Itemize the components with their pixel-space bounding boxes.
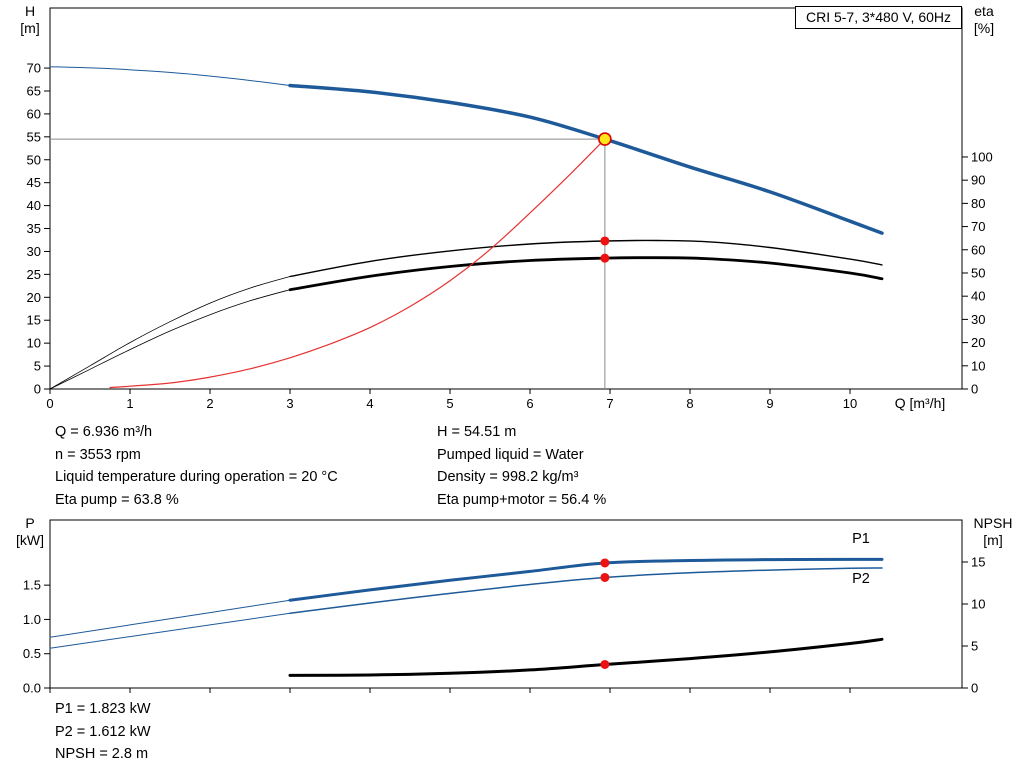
left-tick-label: 0.0 xyxy=(23,681,41,696)
right-tick-label: 5 xyxy=(971,639,978,654)
p2-curve-label: P2 xyxy=(852,571,870,587)
qh-eta-chart: 0 1 2 3 4 5 6 7 8 9 100510152025303540455055606570… xyxy=(20,3,994,411)
left-tick-label: 45 xyxy=(27,175,41,190)
right-tick-label: 0 xyxy=(971,681,978,696)
left-axis-label: P xyxy=(25,515,34,531)
right-axis-label: NPSH xyxy=(974,515,1013,531)
power-info: P1 = 1.823 kW P2 = 1.612 kW NPSH = 2.8 m xyxy=(55,698,151,766)
power-npsh-chart: 0.0 0.5 1.0 1.5 0 5 10 15 P[kW] NPSH[m] P1 P2 xyxy=(16,515,1013,696)
eta-pump-extension xyxy=(49,276,291,390)
left-tick-label: 40 xyxy=(27,198,41,213)
left-tick-label: 0.5 xyxy=(23,646,41,661)
p1-curve-label: P1 xyxy=(852,531,870,547)
left-tick-label: 30 xyxy=(27,244,41,259)
pump-title-box: CRI 5-7, 3*480 V, 60Hz xyxy=(794,6,962,29)
right-tick-label: 20 xyxy=(971,335,985,350)
eta-pump-point xyxy=(600,236,610,246)
left-axis-label: [kW] xyxy=(16,532,44,548)
x-tick-label: 3 xyxy=(286,396,293,411)
right-tick-label: 30 xyxy=(971,312,985,327)
right-tick-label: 70 xyxy=(971,219,985,234)
left-tick-label: 20 xyxy=(27,290,41,305)
x-tick-label: 2 xyxy=(206,396,213,411)
duty-n-text: n = 3553 rpm xyxy=(55,446,141,463)
eta-pump-curve xyxy=(289,239,883,278)
right-tick-label: 80 xyxy=(971,196,985,211)
left-tick-label: 10 xyxy=(27,336,41,351)
duty-p1-text: P1 = 1.823 kW xyxy=(55,701,151,717)
x-tick-label: 7 xyxy=(606,396,613,411)
x-tick-label: 8 xyxy=(686,396,693,411)
right-tick-label: 100 xyxy=(971,149,993,164)
duty-h-text: H = 54.51 m xyxy=(437,424,517,440)
duty-point xyxy=(598,132,612,146)
p2-extension xyxy=(49,612,291,649)
p2-curve xyxy=(289,567,883,615)
duty-p2-text: P2 = 1.612 kW xyxy=(55,723,151,740)
p1-extension xyxy=(49,599,291,638)
x-tick-label: 6 xyxy=(526,396,533,411)
x-tick-label: 1 xyxy=(126,396,133,411)
x-tick-label: 4 xyxy=(366,396,373,411)
p1-curve xyxy=(288,557,884,602)
npsh-point xyxy=(600,659,610,669)
left-tick-label: 60 xyxy=(27,106,41,121)
duty-liquid-text: Pumped liquid = Water xyxy=(437,446,584,463)
left-tick-label: 35 xyxy=(27,221,41,236)
right-tick-label: 50 xyxy=(971,265,985,280)
left-tick-label: 1.0 xyxy=(23,612,41,627)
left-tick-label: 1.5 xyxy=(23,578,41,593)
right-tick-label: 40 xyxy=(971,289,985,304)
eta-pump-motor-point xyxy=(600,253,610,263)
x-tick-label: 10 xyxy=(843,396,857,411)
left-tick-label: 5 xyxy=(34,359,41,374)
x-axis-label: Q [m³/h] xyxy=(895,395,946,411)
left-tick-label: 15 xyxy=(27,313,41,328)
duty-eta-pump-text: Eta pump = 63.8 % xyxy=(55,491,179,508)
npsh-curve xyxy=(288,637,884,677)
right-tick-label: 15 xyxy=(971,555,985,570)
left-tick-label: 55 xyxy=(27,129,41,144)
duty-eta-red-curve xyxy=(109,138,606,389)
right-tick-label: 10 xyxy=(971,597,985,612)
eta-pump-motor-curve xyxy=(288,256,884,292)
duty-npsh-text: NPSH = 2.8 m xyxy=(55,746,149,763)
duty-info-left: Q = 6.936 m³/h n = 3553 rpm Liquid tempe… xyxy=(55,421,338,511)
h-curve xyxy=(288,83,884,235)
x-tick-label: 5 xyxy=(446,396,453,411)
duty-temp-text: Liquid temperature during operation = 20… xyxy=(55,469,338,486)
right-tick-label: 10 xyxy=(971,358,985,373)
left-tick-label: 65 xyxy=(27,83,41,98)
duty-density-text: Density = 998.2 kg/m³ xyxy=(437,469,579,486)
duty-eta-total-text: Eta pump+motor = 56.4 % xyxy=(437,491,607,508)
qh-eta-chart-frame xyxy=(49,7,963,390)
right-tick-label: 90 xyxy=(971,173,985,188)
left-tick-label: 50 xyxy=(27,152,41,167)
h-curve-extension xyxy=(49,66,291,86)
right-tick-label: 60 xyxy=(971,242,985,257)
left-tick-label: 25 xyxy=(27,267,41,282)
left-axis-label: H xyxy=(25,3,35,19)
p2-point xyxy=(600,572,610,582)
right-axis-label: [m] xyxy=(983,532,1002,548)
power-npsh-chart-frame xyxy=(49,519,963,689)
x-tick-label: 9 xyxy=(766,396,773,411)
x-tick-label: 0 xyxy=(46,396,53,411)
eta-pump-motor-extension xyxy=(49,289,291,390)
left-tick-label: 0 xyxy=(34,382,41,397)
right-tick-label: 0 xyxy=(971,382,978,397)
left-tick-label: 70 xyxy=(27,61,41,76)
right-axis-label: eta xyxy=(974,3,994,19)
left-axis-label: [m] xyxy=(20,20,39,36)
p1-point xyxy=(600,558,610,568)
duty-q-text: Q = 6.936 m³/h xyxy=(55,424,153,440)
duty-info-right: H = 54.51 m Pumped liquid = Water Densit… xyxy=(437,421,606,511)
right-axis-label: [%] xyxy=(974,20,994,36)
